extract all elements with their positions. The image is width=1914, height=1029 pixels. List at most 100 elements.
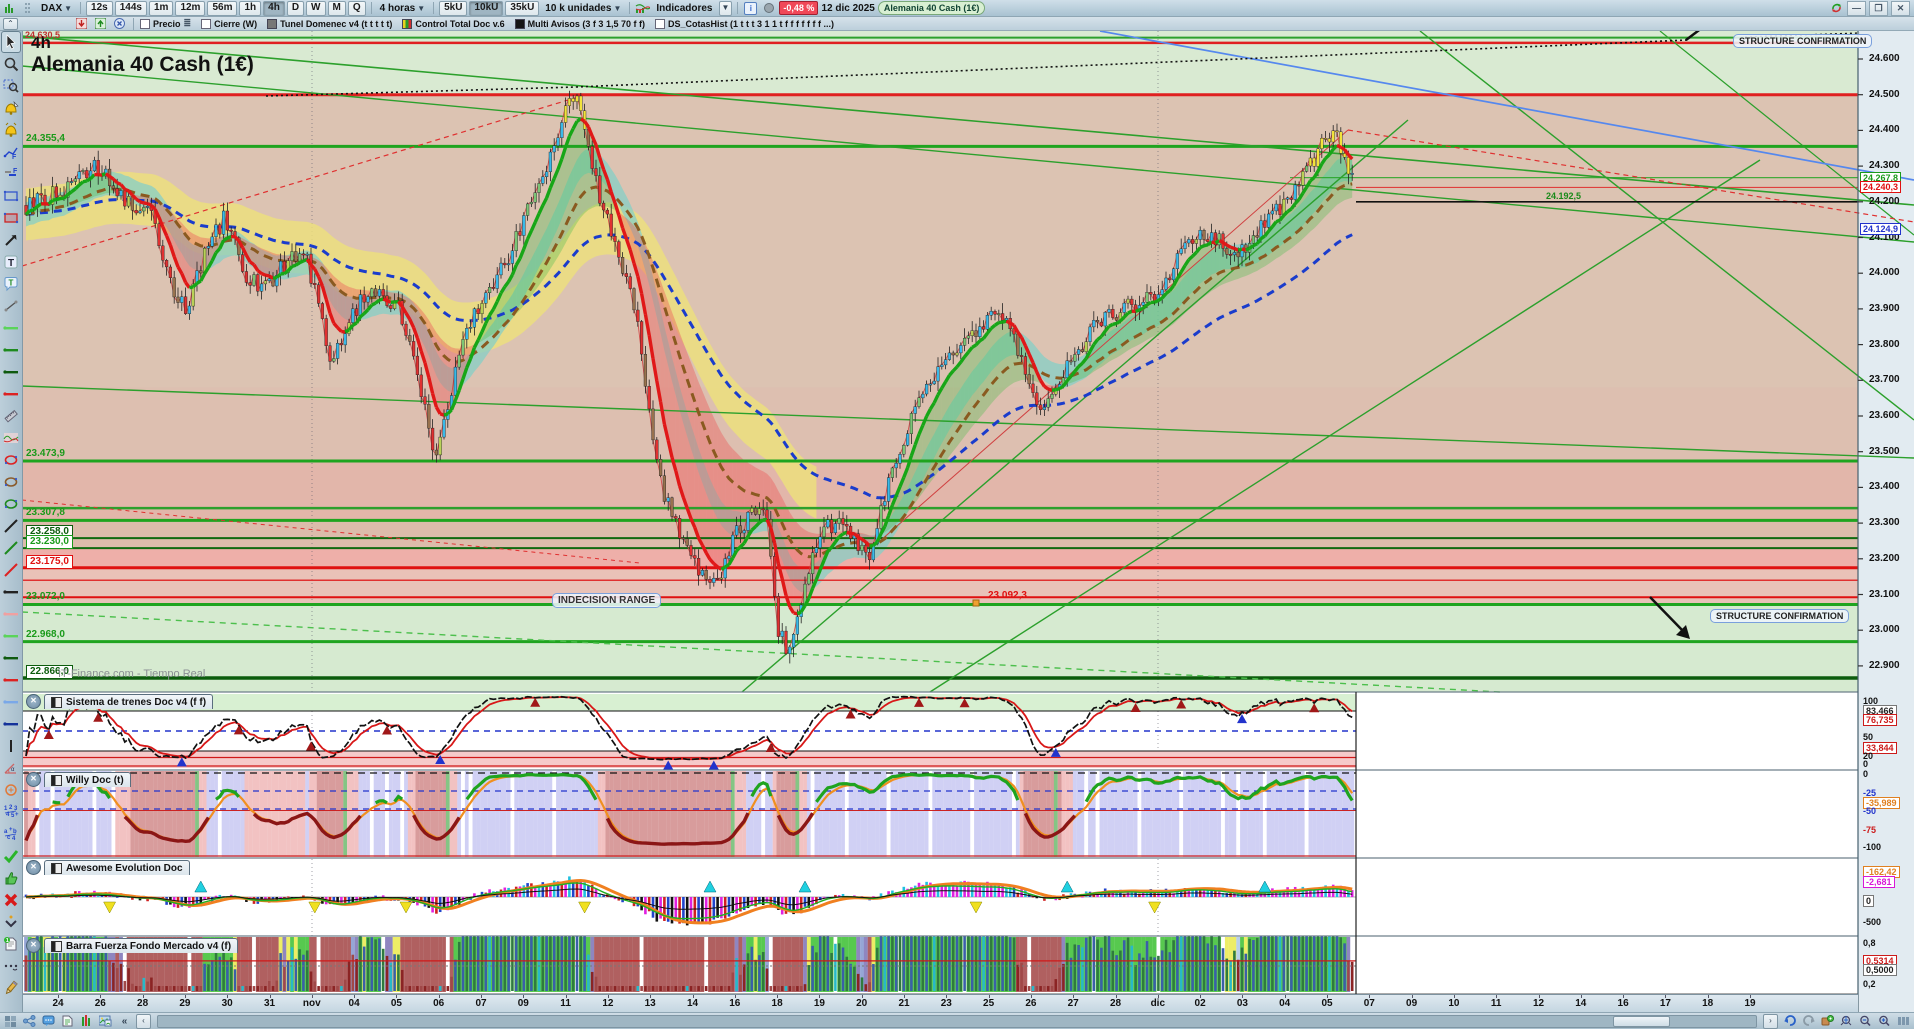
structure-confirmation-top[interactable]: STRUCTURE CONFIRMATION [1733,34,1873,48]
collapse-toolbar-button[interactable]: ⌃ [3,17,18,30]
timeframe-button-144s[interactable]: 144s [114,0,147,16]
tool-mini-indicator-icon[interactable] [1,427,21,449]
indecision-range-label[interactable]: INDECISION RANGE [552,593,662,608]
tool-hline-lightgreen-icon[interactable] [1,317,21,339]
zoom-in-icon[interactable] [1877,1015,1892,1028]
tool-alarm-icon[interactable] [1,119,21,141]
quantity-button-5kU[interactable]: 5kU [439,0,468,16]
share-icon[interactable] [22,1015,37,1028]
tool-line-black-icon[interactable] [1,515,21,537]
structure-confirmation-mid[interactable]: STRUCTURE CONFIRMATION [1710,609,1850,623]
tool-delete-cross-icon[interactable] [1,889,21,911]
panel-title-tab[interactable]: Awesome Evolution Doc [44,860,190,875]
zoom-out-icon[interactable] [1858,1015,1873,1028]
tool-alarm-add-icon[interactable] [1,97,21,119]
adjust-icon[interactable] [1820,1015,1835,1028]
close-position-icon[interactable] [112,17,127,30]
tool-rect-red-icon[interactable] [1,207,21,229]
tool-ellipse-brown-icon[interactable] [1,471,21,493]
scrollbar-thumb[interactable] [1613,1015,1670,1027]
timeframe-button-M[interactable]: M [327,0,346,16]
restore-button[interactable]: ❐ [1869,0,1888,16]
quantity-select[interactable]: 10 k unidades ▼ [545,2,622,14]
tool-zoom-area-icon[interactable] [1,75,21,97]
scroll-left-button[interactable]: ‹ [136,1013,151,1029]
panel-close-icon[interactable]: ✕ [26,772,41,787]
tool-segment-icon[interactable] [1,295,21,317]
close-button[interactable]: ✕ [1891,0,1910,16]
tool-hline2-red-icon[interactable] [1,669,21,691]
bars-swatch-icon[interactable] [402,18,413,29]
tool-hline2-black-icon[interactable] [1,581,21,603]
list-icon[interactable]: ≣ [183,18,192,28]
panel-title-tab[interactable]: Willy Doc (t) [44,772,131,787]
tool-measure-tool-icon[interactable]: F [1,163,21,185]
chart-canvas[interactable] [22,31,1914,1012]
tool-angle-icon[interactable]: α [1,757,21,779]
timeframe-button-4h[interactable]: 4h [263,0,285,16]
redo-icon[interactable] [1801,1015,1816,1028]
tool-note-icon[interactable]: T [1,273,21,295]
columns-view-icon[interactable] [1896,1015,1911,1028]
windows-icon[interactable] [3,1015,18,1028]
tool-text-icon[interactable]: T [1,251,21,273]
tool-pointer-icon[interactable] [1,31,21,53]
tool-doc-badge-icon[interactable]: 1 [1,933,21,955]
tool-check-icon[interactable] [1,845,21,867]
tool-hline2-darkgreen-icon[interactable] [1,647,21,669]
color-swatch-icon[interactable] [267,18,278,29]
tool-line-red-icon[interactable] [1,559,21,581]
timeframe-button-D[interactable]: D [286,0,305,16]
tool-letters-icon[interactable]: a + b c 4 [1,823,21,845]
period-select[interactable]: 4 horas ▼ [379,2,426,14]
time-axis[interactable]: 24 26 28 29 30 31 nov 04 05 06 07 09 11 12 13 14 16 18 19 2… [22,994,1858,1013]
timeframe-button-56m[interactable]: 56m [207,0,238,16]
minimize-button[interactable]: — [1847,0,1866,16]
indicators-menu[interactable]: Indicadores [656,2,713,14]
timeframe-button-Q[interactable]: Q [347,0,366,16]
instrument-badge[interactable]: Alemania 40 Cash (1€) [877,1,986,15]
buy-arrow-icon[interactable] [93,17,108,30]
overlay-item-5[interactable]: DS_CotasHist (1 t t t 3 1 1 t f f f f f … [654,18,834,29]
tool-hline2-pink-icon[interactable] [1,603,21,625]
tool-numbers-icon[interactable]: 1 2 3 4 5 + [1,801,21,823]
instrument-select[interactable]: DAX ▼ [41,2,73,14]
checkbox-icon[interactable] [654,18,665,29]
tool-thumb-up-icon[interactable] [1,867,21,889]
timeframe-button-12m[interactable]: 12m [175,0,206,16]
tool-hline-green-icon[interactable] [1,339,21,361]
tool-hline-red-icon[interactable] [1,383,21,405]
tool-line-green-icon[interactable] [1,537,21,559]
timeframe-button-W[interactable]: W [306,0,326,16]
panel-title-tab[interactable]: Barra Fuerza Fondo Mercado v4 (f) [44,938,239,953]
collapse-left-icon[interactable]: « [121,1015,128,1027]
grip-icon[interactable] [20,2,35,15]
checkbox-icon[interactable] [201,18,212,29]
panel-title-tab[interactable]: Sistema de trenes Doc v4 (f f) [44,694,214,709]
checkbox-icon[interactable] [140,18,150,29]
panel-close-icon[interactable]: ✕ [26,694,41,709]
tool-rect-blue-icon[interactable] [1,185,21,207]
color-swatch-icon[interactable] [514,18,525,29]
tool-ellipse-green-icon[interactable] [1,493,21,515]
tool-zoom-icon[interactable] [1,53,21,75]
overlay-item-1[interactable]: Cierre (W) [201,18,257,29]
info-icon[interactable]: i [743,1,758,15]
panel-close-icon[interactable]: ✕ [26,938,41,953]
columns-icon[interactable] [79,1015,94,1028]
tool-hline-darkgreen-icon[interactable] [1,361,21,383]
sell-arrow-icon[interactable] [74,17,89,30]
timeframe-button-1m[interactable]: 1m [148,0,174,16]
refresh-icon[interactable] [1829,2,1844,15]
indicators-caret[interactable]: ▼ [718,0,733,16]
zoom-range-icon[interactable] [1839,1015,1854,1028]
tool-hline2-lightgreen-icon[interactable] [1,625,21,647]
tool-trend-arrow-icon[interactable] [1,229,21,251]
tool-edit-pencil-icon[interactable] [1,977,21,999]
tool-circle-orange-icon[interactable] [1,779,21,801]
overlay-item-3[interactable]: Control Total Doc v.6 [402,18,505,29]
file-icon[interactable] [60,1015,75,1028]
tool-chevron-down-icon[interactable] [1,911,21,933]
timeframe-button-1h[interactable]: 1h [239,0,262,16]
chart-scrollbar[interactable] [157,1014,1757,1028]
